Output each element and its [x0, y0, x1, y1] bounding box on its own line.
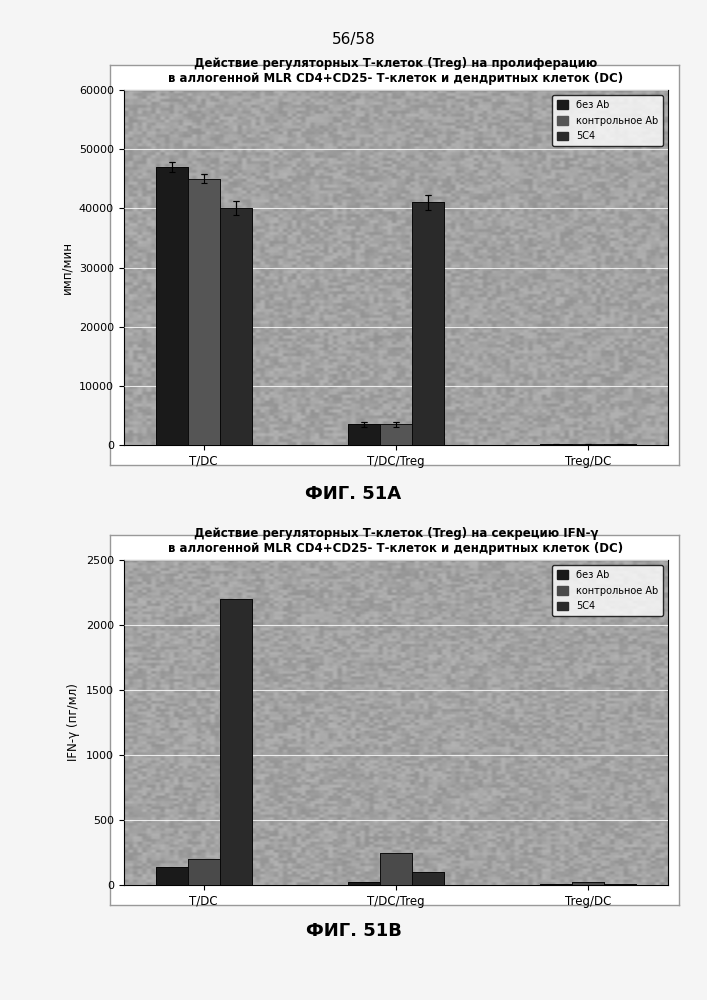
Y-axis label: имп/мин: имп/мин	[60, 241, 74, 294]
Bar	[380, 424, 412, 445]
Bar	[412, 872, 444, 885]
Bar	[604, 884, 636, 885]
Bar	[348, 882, 380, 885]
Bar	[188, 179, 220, 445]
Bar	[412, 872, 444, 885]
Bar	[220, 599, 252, 885]
Bar	[380, 424, 412, 445]
Bar	[348, 424, 380, 445]
Bar	[188, 859, 220, 885]
Bar	[220, 599, 252, 885]
Bar	[156, 167, 188, 445]
Text: ФИГ. 51В: ФИГ. 51В	[305, 922, 402, 940]
Title: Действие регуляторных Т-клеток (Treg) на секрецию IFN-γ
в аллогенной MLR CD4+CD2: Действие регуляторных Т-клеток (Treg) на…	[168, 527, 624, 555]
Legend: без Ab, контрольное Ab, 5С4: без Ab, контрольное Ab, 5С4	[552, 565, 663, 616]
Bar	[572, 882, 604, 885]
Text: ФИГ. 51А: ФИГ. 51А	[305, 485, 402, 503]
Bar	[380, 852, 412, 885]
Bar	[412, 202, 444, 445]
Bar	[572, 882, 604, 885]
Y-axis label: IFN-γ (пг/мл): IFN-γ (пг/мл)	[67, 684, 81, 761]
Bar	[412, 202, 444, 445]
Bar	[156, 167, 188, 445]
Bar	[156, 867, 188, 885]
Text: 56/58: 56/58	[332, 32, 375, 47]
Bar	[380, 852, 412, 885]
Bar	[188, 179, 220, 445]
Bar	[604, 884, 636, 885]
Bar	[188, 859, 220, 885]
Bar	[348, 882, 380, 885]
Bar	[220, 208, 252, 445]
Bar	[220, 208, 252, 445]
Bar	[540, 884, 572, 885]
Bar	[348, 424, 380, 445]
Bar	[156, 867, 188, 885]
Legend: без Ab, контрольное Ab, 5С4: без Ab, контрольное Ab, 5С4	[552, 95, 663, 146]
Title: Действие регуляторных Т-клеток (Treg) на пролиферацию
в аллогенной MLR CD4+CD25-: Действие регуляторных Т-клеток (Treg) на…	[168, 57, 624, 85]
Bar	[540, 884, 572, 885]
